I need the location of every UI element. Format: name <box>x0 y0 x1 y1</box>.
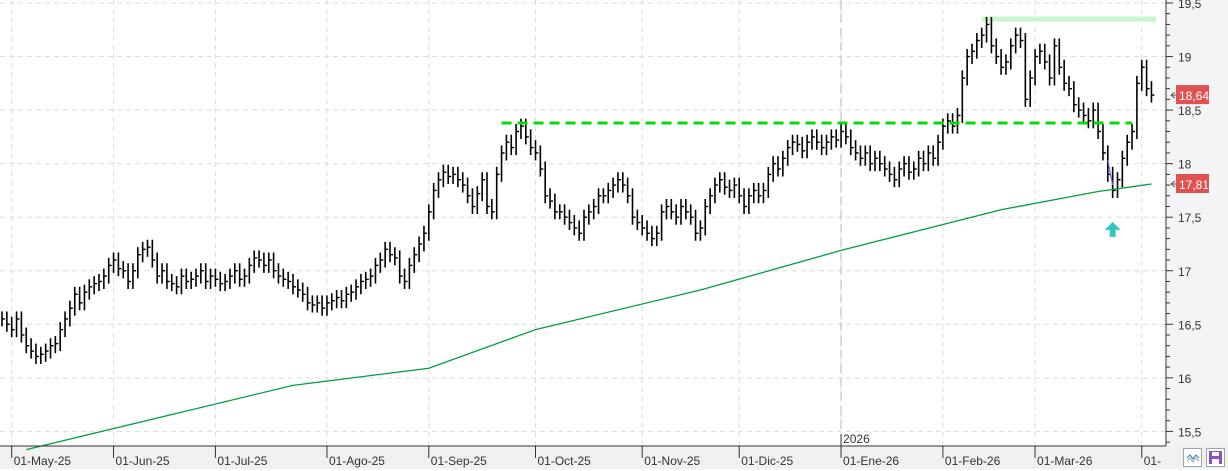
price-label-box <box>1176 173 1209 193</box>
x-tick-label: 01-Ago-25 <box>329 454 385 468</box>
high-band <box>981 16 1157 22</box>
price-bars <box>1 16 1155 364</box>
floppy-disk-icon[interactable] <box>1206 448 1225 467</box>
x-tick-label: 01-Sep-25 <box>431 454 487 468</box>
x-tick-label: 01-Oct-25 <box>538 454 592 468</box>
year-label: 2026 <box>843 432 870 446</box>
x-tick-label: 01-Dic-25 <box>741 454 793 468</box>
y-tick-label: 17 <box>1178 265 1192 279</box>
wave-chart-icon[interactable] <box>1183 448 1202 467</box>
moving-average-line <box>26 183 1152 451</box>
price-label: 18,64 <box>1179 89 1209 103</box>
price-axis: 19,5 19 18,5 18 17,5 17 16,5 16 15,5 <box>1166 0 1202 443</box>
y-tick-label: 15,5 <box>1178 425 1202 439</box>
y-tick-label: 18 <box>1178 158 1192 172</box>
y-tick-label: 19,5 <box>1178 0 1202 11</box>
up-arrow-icon <box>1104 221 1121 237</box>
x-tick-label: 01-Jun-25 <box>116 454 170 468</box>
grid <box>0 0 1166 446</box>
price-label-box <box>1176 85 1209 105</box>
x-tick-label: 01-Jul-25 <box>217 454 267 468</box>
y-tick-label: 16 <box>1178 372 1192 386</box>
y-tick-label: 18,5 <box>1178 104 1202 118</box>
y-tick-label: 19 <box>1178 51 1192 65</box>
y-tick-label: 16,5 <box>1178 318 1202 332</box>
x-tick-label: 01-May-25 <box>14 454 72 468</box>
time-axis-panel <box>0 446 1228 469</box>
x-tick-label: 01-Nov-25 <box>644 454 700 468</box>
price-label: 17,81 <box>1179 178 1209 192</box>
price-axis-panel <box>1166 0 1228 469</box>
x-tick-label: 01-Ene-26 <box>843 454 899 468</box>
x-tick-label: 01- <box>1144 454 1161 468</box>
y-tick-label: 17,5 <box>1178 211 1202 225</box>
x-tick-label: 01-Feb-26 <box>945 454 1001 468</box>
time-axis: 01-May-25 01-Jun-25 01-Jul-25 01-Ago-25 01-S… <box>11 432 1161 468</box>
x-tick-label: 01-Mar-26 <box>1037 454 1093 468</box>
trend-segment <box>1107 160 1114 186</box>
